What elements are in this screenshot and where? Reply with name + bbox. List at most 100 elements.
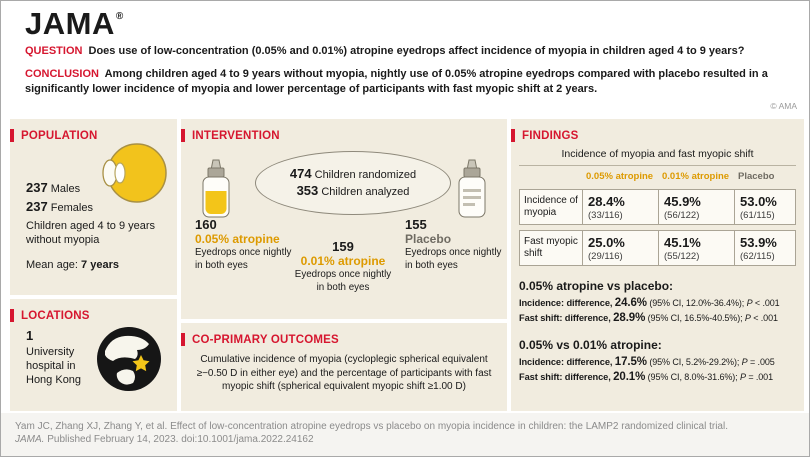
- findings-table-title: Incidence of myopia and fast myopic shif…: [519, 148, 796, 166]
- males-value: 237: [26, 180, 48, 195]
- journal-name: JAMA.: [15, 434, 45, 445]
- table-row-incidence: Incidence of myopia 28.4% (33/116) 45.9%…: [519, 189, 796, 225]
- population-description: Children aged 4 to 9 years without myopi…: [26, 220, 156, 246]
- eye-icon: [102, 143, 167, 203]
- randomization-ellipse: 474 Children randomized 353 Children ana…: [255, 151, 451, 215]
- comparison-title: 0.05% vs 0.01% atropine:: [519, 338, 662, 352]
- table-cell: 28.4% (33/116): [582, 190, 658, 224]
- group-atropine-005: 160 0.05% atropine Eyedrops once nightly…: [195, 217, 295, 272]
- group-n: 160: [195, 217, 217, 232]
- analyzed-label: Children analyzed: [321, 186, 410, 198]
- placebo-bottle-icon: [458, 159, 486, 218]
- table-row-fast-shift: Fast myopic shift 25.0% (29/116) 45.1% (…: [519, 230, 796, 266]
- question-line: QUESTION Does use of low-concentration (…: [25, 44, 797, 59]
- stat-value: 20.1%: [613, 370, 646, 383]
- locations-body: 1 University hospital in Hong Kong: [26, 329, 96, 387]
- table-cell: 45.1% (55/122): [658, 231, 734, 265]
- group-name: 0.05% atropine: [195, 231, 280, 246]
- intervention-heading-label: INTERVENTION: [192, 129, 280, 142]
- females-count: 237 Females: [26, 198, 93, 217]
- population-heading: POPULATION: [10, 129, 177, 142]
- comparison-line: Fast shift: difference, 20.1% (95% CI, 8…: [519, 370, 802, 385]
- question-text: Does use of low-concentration (0.05% and…: [88, 45, 745, 57]
- cell-percent: 45.9%: [664, 194, 701, 209]
- stat-value: 17.5%: [614, 356, 647, 368]
- males-count: 237 Males: [26, 179, 93, 198]
- cell-percent: 53.9%: [740, 235, 777, 250]
- stat-label: Fast shift: difference,: [519, 371, 611, 382]
- outcomes-heading: CO-PRIMARY OUTCOMES: [181, 333, 507, 346]
- cell-fraction: (62/115): [740, 251, 775, 262]
- cell-percent: 45.1%: [664, 235, 701, 250]
- group-description: Eyedrops once nightly in both eyes: [294, 269, 392, 293]
- footer-strip: [1, 413, 809, 456]
- col-header-placebo: Placebo: [738, 171, 775, 182]
- row-label: Fast myopic shift: [524, 236, 578, 259]
- randomized-label: Children randomized: [314, 169, 417, 181]
- outcomes-text: Cumulative incidence of myopia (cyclople…: [196, 354, 492, 392]
- copyright-note: © AMA: [770, 101, 797, 111]
- group-description: Eyedrops once nightly in both eyes: [195, 247, 292, 271]
- jama-logo-text: JAMA: [25, 6, 115, 41]
- population-panel: POPULATION 237 Males 237 Females Childre…: [10, 119, 177, 295]
- analyzed-line: 353 Children analyzed: [297, 183, 410, 200]
- findings-heading-label: FINDINGS: [522, 129, 579, 142]
- locations-description: University hospital in Hong Kong: [26, 346, 82, 386]
- females-value: 237: [26, 199, 48, 214]
- mean-age: Mean age: 7 years: [26, 259, 119, 271]
- findings-heading: FINDINGS: [511, 129, 804, 142]
- stat-value: 24.6%: [614, 297, 647, 309]
- group-n: 159: [332, 239, 354, 254]
- question-label: QUESTION: [25, 45, 83, 57]
- randomized-line: 474 Children randomized: [290, 166, 416, 183]
- population-heading-label: POPULATION: [21, 129, 98, 142]
- stat-ci: (95% CI, 12.0%-36.4%);: [649, 298, 745, 308]
- cell-percent: 53.0%: [740, 194, 777, 209]
- stat-ci: (95% CI, 8.0%-31.6%);: [647, 371, 738, 382]
- table-cell: 53.9% (62/115): [734, 231, 794, 265]
- locations-panel: LOCATIONS 1 University hospital in Hong …: [10, 299, 177, 411]
- group-atropine-001: 159 0.01% atropine Eyedrops once nightly…: [293, 239, 393, 294]
- findings-panel: FINDINGS Incidence of myopia and fast my…: [511, 119, 804, 411]
- atropine-bottle-icon: [202, 159, 230, 218]
- stat-label: Incidence: difference,: [519, 357, 613, 367]
- group-name: 0.01% atropine: [300, 253, 386, 268]
- randomized-value: 474: [289, 166, 312, 181]
- stat-label: Fast shift: difference,: [519, 312, 611, 323]
- cell-fraction: (56/122): [664, 210, 700, 221]
- footer-citation: Yam JC, Zhang XJ, Zhang Y, et al. Effect…: [15, 420, 797, 446]
- table-header-row: 0.05% atropine 0.01% atropine Placebo: [519, 166, 796, 184]
- cell-fraction: (29/116): [588, 251, 623, 262]
- stat-ci: (95% CI, 16.5%-40.5%);: [647, 312, 743, 323]
- jama-logo: JAMA®: [25, 6, 124, 42]
- stat-pvalue: P = .005: [741, 357, 775, 367]
- globe-icon: [97, 327, 161, 391]
- mean-age-value: 7 years: [81, 259, 119, 271]
- comparison-005-vs-001: 0.05% vs 0.01% atropine: Incidence: diff…: [519, 338, 802, 384]
- col-header-atropine-005: 0.05% atropine: [586, 171, 654, 182]
- locations-heading: LOCATIONS: [10, 309, 177, 322]
- comparison-line: Incidence: difference, 17.5% (95% CI, 5.…: [519, 355, 802, 370]
- findings-table: Incidence of myopia and fast myopic shif…: [519, 148, 796, 266]
- table-corner: [519, 171, 581, 182]
- citation-line-1: Yam JC, Zhang XJ, Zhang Y, et al. Effect…: [15, 421, 728, 432]
- outcomes-heading-label: CO-PRIMARY OUTCOMES: [192, 333, 339, 346]
- stat-pvalue: P < .001: [746, 298, 780, 308]
- stat-pvalue: P = .001: [740, 371, 773, 382]
- findings-comparisons: 0.05% atropine vs placebo: Incidence: di…: [519, 279, 802, 384]
- table-cell: 45.9% (56/122): [658, 190, 734, 224]
- table-cell: 53.0% (61/115): [734, 190, 794, 224]
- group-placebo: 155 Placebo Eyedrops once nightly in bot…: [405, 218, 505, 272]
- outcomes-panel: CO-PRIMARY OUTCOMES Cumulative incidence…: [181, 323, 507, 411]
- cell-percent: 28.4%: [588, 194, 625, 209]
- citation-line-2: JAMA. Published February 14, 2023. doi:1…: [15, 433, 797, 446]
- cell-fraction: (61/115): [740, 210, 775, 221]
- cell-percent: 25.0%: [588, 235, 625, 250]
- comparison-005-vs-placebo: 0.05% atropine vs placebo: Incidence: di…: [519, 279, 802, 325]
- group-description: Eyedrops once nightly in both eyes: [405, 247, 502, 271]
- stat-ci: (95% CI, 5.2%-29.2%);: [649, 357, 740, 367]
- locations-count: 1: [26, 328, 34, 343]
- table-cell: 25.0% (29/116): [582, 231, 658, 265]
- cell-fraction: (33/116): [588, 210, 623, 221]
